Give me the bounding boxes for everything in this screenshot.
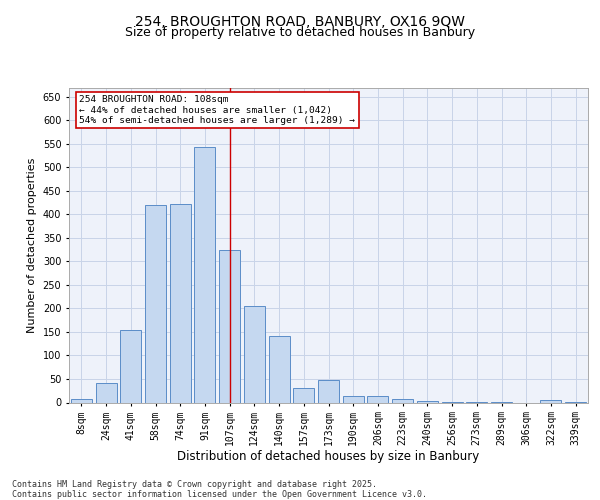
Bar [219,250,240,402]
Text: 254, BROUGHTON ROAD, BANBURY, OX16 9QW: 254, BROUGHTON ROAD, BANBURY, OX16 9QW [135,15,465,29]
Text: 254 BROUGHTON ROAD: 108sqm
← 44% of detached houses are smaller (1,042)
54% of s: 254 BROUGHTON ROAD: 108sqm ← 44% of deta… [79,96,355,125]
X-axis label: Distribution of detached houses by size in Banbury: Distribution of detached houses by size … [178,450,479,462]
Bar [170,204,191,402]
Bar [293,388,314,402]
Bar [95,383,116,402]
Bar [367,396,388,402]
Text: Contains HM Land Registry data © Crown copyright and database right 2025.
Contai: Contains HM Land Registry data © Crown c… [12,480,427,499]
Bar [145,205,166,402]
Bar [269,336,290,402]
Bar [343,396,364,402]
Y-axis label: Number of detached properties: Number of detached properties [27,158,37,332]
Text: Size of property relative to detached houses in Banbury: Size of property relative to detached ho… [125,26,475,39]
Bar [541,400,562,402]
Bar [417,400,438,402]
Bar [194,147,215,403]
Bar [318,380,339,402]
Bar [244,306,265,402]
Bar [392,398,413,402]
Bar [71,398,92,402]
Bar [120,330,141,402]
